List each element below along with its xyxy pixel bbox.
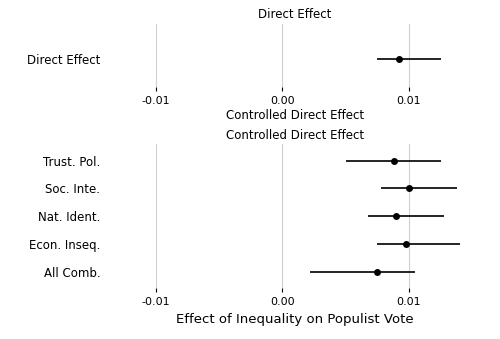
Title: Controlled Direct Effect: Controlled Direct Effect — [226, 128, 364, 142]
Title: Direct Effect: Direct Effect — [258, 8, 332, 21]
X-axis label: Controlled Direct Effect: Controlled Direct Effect — [226, 109, 364, 122]
X-axis label: Effect of Inequality on Populist Vote: Effect of Inequality on Populist Vote — [176, 313, 414, 326]
